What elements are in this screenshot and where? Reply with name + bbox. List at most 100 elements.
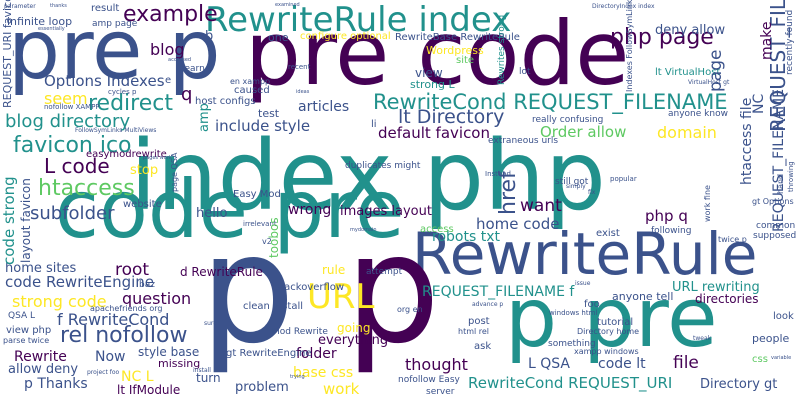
word-home-sites: home sites <box>5 261 77 276</box>
word-sure: sure <box>204 320 217 327</box>
word-style-base: style base <box>138 345 200 359</box>
word-recently-found: recently found <box>785 9 795 75</box>
word-li: li <box>371 119 377 130</box>
word-directory-home: Directory home <box>577 327 640 336</box>
word-blog: blog <box>150 40 185 59</box>
word-php-q: php q <box>645 207 688 225</box>
word-default-favicon: default favicon <box>378 124 490 142</box>
word-anyone-know: anyone know <box>668 109 728 119</box>
word-thought: thought <box>405 355 468 374</box>
word-work-fine: work fine <box>703 185 712 222</box>
word-cycles-p: cycles p <box>108 88 137 96</box>
word-org-en: org en <box>397 305 423 314</box>
word-nofollow-easy: nofollow Easy <box>398 375 460 385</box>
word-variable: variable <box>771 355 792 361</box>
word-images-layout: images layout <box>340 204 432 219</box>
word-request-filename-vertical: REQUEST_FILENAME <box>771 89 787 232</box>
word-code-rewriteengine: code RewriteEngine <box>5 273 155 291</box>
word-lt-virtualhost: lt VirtualHost <box>655 67 721 78</box>
word-home-code: home code <box>476 215 560 233</box>
word-toobos: toobos <box>267 217 281 258</box>
word-going: going <box>337 321 371 335</box>
word-href: href <box>496 171 521 215</box>
word-essentially: essentially <box>38 26 65 32</box>
word-fix: fix <box>588 189 596 196</box>
word-hand: hand <box>776 173 785 194</box>
word-configure-optional: configure optional <box>300 31 391 42</box>
word-stackoverflow: stackoverflow <box>275 282 345 293</box>
word-install: install <box>193 367 211 374</box>
word-lt-directory: lt Directory <box>398 106 505 128</box>
word-turn: turn <box>196 371 221 385</box>
word-v2: v2 <box>262 237 272 246</box>
word-nofollow-xampp: nofollow XAMPP <box>44 103 100 111</box>
word-ask: ask <box>474 341 492 352</box>
word-recent: recent <box>288 63 311 71</box>
word-htaccess: htaccess <box>38 176 135 201</box>
word-gt-rewriteengine: gt RewriteEngine <box>226 348 312 359</box>
word-tutorial: tutorial <box>597 317 634 328</box>
word-issue: issue <box>575 280 591 287</box>
word-supposed: supposed <box>753 231 797 241</box>
word-rewritecond-request-filename: RewriteCond REQUEST_FILENAME <box>373 90 728 114</box>
word-page: page <box>706 49 726 92</box>
word-parameter: parameter <box>4 3 36 10</box>
word-pre-p: pre p <box>8 3 221 98</box>
word-caused: caused <box>234 85 270 96</box>
word-easymodrewrite: easymodrewrite <box>86 149 167 160</box>
word-everything: everything <box>318 333 389 348</box>
word-project-foo: project foo <box>87 369 120 376</box>
word-view-php: view php <box>6 325 52 336</box>
word-host-configs: host configs <box>195 96 256 107</box>
word-popular: popular <box>610 175 637 183</box>
word-trying: trying <box>290 374 305 380</box>
word-deny-allow: deny allow <box>655 23 726 38</box>
word-include-style: include style <box>215 117 311 135</box>
word-rewritebase-rewriterule: RewriteBase RewriteRule <box>395 32 520 43</box>
word-attempt: attempt <box>366 267 403 277</box>
word-virtualhost-gt: VirtualHost gt <box>688 79 730 86</box>
word-domain: domain <box>657 123 717 142</box>
word-windows-html: windows html <box>549 309 598 317</box>
word-thanks: thanks <box>50 3 67 9</box>
word-favicon-ico: favicon ico <box>13 133 132 158</box>
word-strong-code: strong code <box>12 292 107 311</box>
word-url-rewriting: URL rewriting <box>672 280 760 295</box>
word-advance-p: advance p <box>472 301 504 308</box>
word-options-indexes: Options Indexes <box>44 72 165 90</box>
word-view: view <box>415 66 443 80</box>
word-xampp-windows: xampp windows <box>574 347 639 356</box>
word-qsa-l: QSA L <box>8 311 35 321</box>
word-twice-p: twice p <box>718 235 747 244</box>
word-lot: lot <box>519 67 531 77</box>
word-wrong: wrong <box>288 202 332 218</box>
word-page-qsa: page QSA <box>170 152 179 192</box>
word-base-css: base css <box>293 365 354 381</box>
word-f-rewritecond: f RewriteCond <box>57 310 170 329</box>
word-blog-directory: blog directory <box>5 111 131 132</box>
word-p-2: p <box>345 203 441 377</box>
word-easy-mod: Easy Mod <box>233 189 281 200</box>
word-clean-install: clean install <box>243 301 304 312</box>
word-rewrite: Rewrite <box>14 349 67 365</box>
word-code-strong: code strong <box>0 176 18 265</box>
word-followsymlinks-multiviews: FollowSymLinks MultiViews <box>75 127 157 134</box>
word-server: server <box>426 387 455 397</box>
word-url: URL <box>307 277 375 317</box>
word-following: following <box>651 226 692 236</box>
word-e: e <box>165 75 172 86</box>
word-gt-options: gt Options <box>752 197 794 206</box>
word-one: one <box>268 31 289 44</box>
word-apachefriends-org: apachefriends org <box>90 304 163 313</box>
word-post: post <box>468 316 490 327</box>
word-now: Now <box>95 349 126 365</box>
word-examined: examined <box>275 2 300 8</box>
word-folder: folder <box>296 346 337 362</box>
word-order-allow: Order allow <box>540 123 627 141</box>
word-accessed: accessed <box>168 57 192 63</box>
word-robots-txt: robots txt <box>432 229 500 245</box>
word-baz: baz <box>139 280 155 290</box>
word-code-lt: code lt <box>598 356 646 372</box>
word-root: root <box>115 260 150 280</box>
